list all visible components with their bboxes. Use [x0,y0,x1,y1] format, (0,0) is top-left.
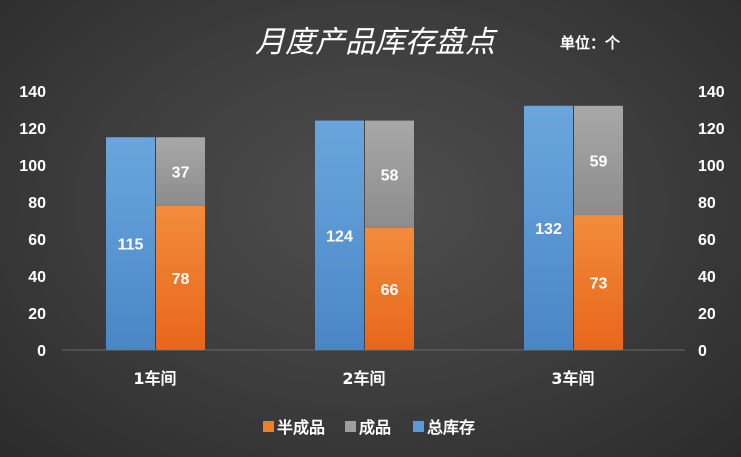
bar-finished [156,137,205,206]
data-labels-group: 115 78 37 124 66 58 132 73 59 [118,153,608,299]
data-label-total-stock: 115 [118,237,144,254]
data-label-semi-finished: 78 [172,271,190,288]
bar-semi-finished [365,227,414,350]
y-tick-label-left: 80 [28,195,46,212]
bars-group [106,105,623,350]
bar-total-stock [315,120,364,350]
category-label: 2车间 [342,369,385,388]
y-tick-label-right: 100 [698,158,725,175]
data-label-finished: 59 [590,153,608,170]
bar-semi-finished [156,205,205,350]
category-labels-group: 1车间 2车间 3车间 [133,369,594,388]
y-axis-left: 0 20 40 60 80 100 120 140 [19,84,46,360]
y-tick-label-right: 120 [698,121,725,138]
y-tick-label-left: 0 [37,343,46,360]
bar-finished [574,105,623,215]
y-tick-label-left: 60 [28,232,46,249]
data-label-total-stock: 132 [535,221,562,238]
y-tick-label-left: 40 [28,269,46,286]
y-tick-label-right: 40 [698,269,716,286]
category-label: 3车间 [551,369,594,388]
y-tick-label-left: 20 [28,306,46,323]
y-tick-label-right: 80 [698,195,716,212]
legend-swatch [345,421,356,432]
y-tick-label-right: 140 [698,84,725,101]
data-label-total-stock: 124 [326,228,353,245]
y-tick-label-right: 0 [698,343,707,360]
y-tick-label-left: 120 [19,121,46,138]
legend-swatch [413,421,424,432]
legend: 半成品 成品 总库存 [263,418,475,437]
y-tick-label-left: 140 [19,84,46,101]
bar-finished [365,120,414,228]
data-label-finished: 58 [381,167,399,184]
chart-title: 月度产品库存盘点 [255,25,498,60]
legend-label: 成品 [359,418,391,437]
unit-label: 单位：个 [560,34,621,52]
bar-total-stock [106,137,155,350]
y-tick-label-left: 100 [19,158,46,175]
data-label-semi-finished: 66 [381,282,399,299]
category-label: 1车间 [133,369,176,388]
bar-total-stock [524,105,573,350]
legend-label: 半成品 [277,418,325,437]
y-axis-right: 0 20 40 60 80 100 120 140 [698,84,725,360]
y-tick-label-right: 60 [698,232,716,249]
legend-label: 总库存 [427,418,475,437]
legend-swatch [263,421,274,432]
bar-semi-finished [574,214,623,350]
data-label-finished: 37 [172,164,190,181]
data-label-semi-finished: 73 [590,275,608,292]
y-tick-label-right: 20 [698,306,716,323]
